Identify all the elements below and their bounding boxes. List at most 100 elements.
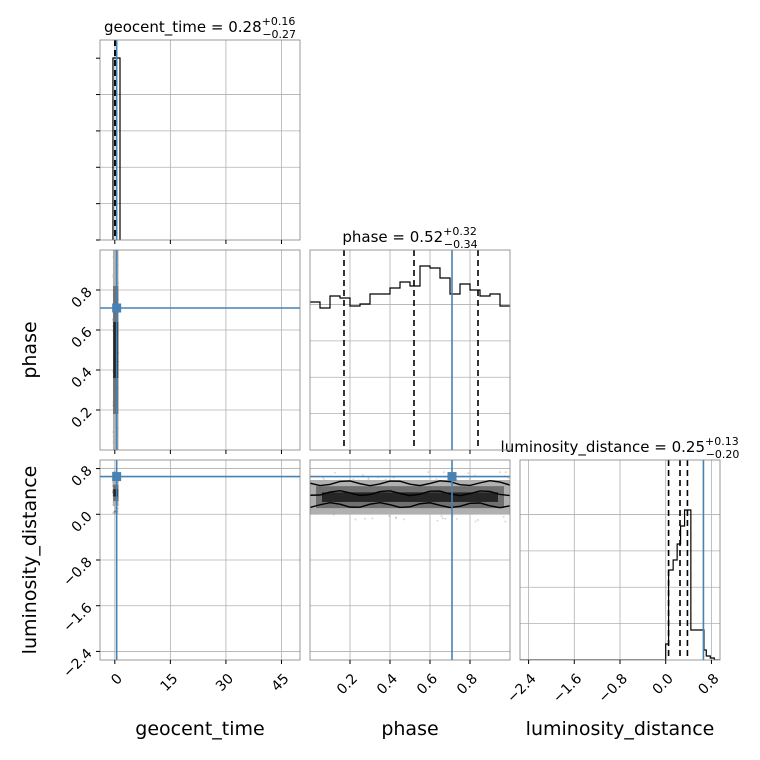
sample-point xyxy=(504,520,507,523)
sample-point xyxy=(367,477,370,480)
sample-point xyxy=(117,507,120,510)
panel-title: geocent_time = 0.28+0.16 −0.27 xyxy=(104,15,296,41)
sample-point xyxy=(111,511,114,514)
panel-luminosity_distance-vs-phase: 0.2 0.4 0.6 0.8 xyxy=(309,459,511,698)
x-tick-label: 45 xyxy=(269,671,293,695)
sample-point xyxy=(384,478,387,481)
sample-point xyxy=(115,455,117,457)
x-tick-label: 0.8 xyxy=(695,671,722,698)
y-tick-label: −1.6 xyxy=(60,600,95,635)
panel-title: phase = 0.52+0.32 −0.34 xyxy=(342,225,477,251)
title-minus-error: −0.27 xyxy=(262,28,296,41)
y-tick-label: 0.6 xyxy=(69,324,96,351)
y-axis-label: luminosity_distance xyxy=(19,466,41,655)
axis-labels: geocent_time phase luminosity_distancephas… xyxy=(19,321,714,740)
sample-point xyxy=(114,248,116,250)
truth-marker xyxy=(112,472,122,482)
panel-content xyxy=(310,250,510,450)
x-tick-label: −0.8 xyxy=(596,671,631,706)
panel-title: luminosity_distance = 0.25+0.13 −0.20 xyxy=(501,435,740,461)
y-tick-label: 0.4 xyxy=(69,364,96,391)
title-minus-error: −0.20 xyxy=(706,448,740,461)
panel-content xyxy=(310,460,510,660)
title-main: luminosity_distance = 0.25 xyxy=(501,438,705,457)
x-tick-label: 0.6 xyxy=(414,671,441,698)
x-tick-label: 0.0 xyxy=(650,671,677,698)
panel-titles: geocent_time = 0.28+0.16 −0.27 phase = 0.5… xyxy=(104,15,740,461)
sample-point xyxy=(498,471,501,474)
panel-phase-vs-phase xyxy=(309,249,511,454)
panel-phase-vs-geocent_time: 0.2 0.4 0.6 0.8 xyxy=(69,246,301,457)
sample-point xyxy=(395,516,398,519)
sample-point xyxy=(455,517,458,520)
panel-luminosity_distance-vs-luminosity_distance: −2.4 −1.6 −0.8 0.0 0.8 xyxy=(504,459,722,706)
sample-point xyxy=(112,455,114,457)
y-tick-label: −2.4 xyxy=(60,646,95,681)
sample-point xyxy=(436,519,439,522)
sample-point xyxy=(364,517,367,520)
sample-point xyxy=(115,246,117,248)
x-axis-label: geocent_time xyxy=(135,718,264,740)
x-tick-label: 0.2 xyxy=(334,671,361,698)
panel-frame xyxy=(309,459,511,661)
y-tick-label: −0.8 xyxy=(60,554,95,589)
sample-point xyxy=(115,455,117,457)
x-tick-label: −2.4 xyxy=(504,671,539,706)
density-core xyxy=(322,492,498,502)
y-tick-label: 0.8 xyxy=(69,463,96,490)
sample-point xyxy=(468,477,471,480)
sample-point xyxy=(113,510,116,513)
x-axis-label: luminosity_distance xyxy=(526,718,715,740)
title-plus-error: +0.16 xyxy=(262,15,296,28)
sample-point xyxy=(114,246,116,248)
sample-point xyxy=(467,472,470,475)
sample-point xyxy=(477,518,480,521)
y-tick-label: 0.8 xyxy=(69,284,96,311)
x-tick-label: −1.6 xyxy=(550,671,585,706)
y-tick-label: 0.2 xyxy=(69,404,96,431)
sample-point xyxy=(441,517,444,520)
sample-point xyxy=(112,246,114,248)
x-tick-label: 0.8 xyxy=(454,671,481,698)
sample-point xyxy=(322,477,325,480)
title-plus-error: +0.13 xyxy=(705,435,739,448)
title-main: phase = 0.52 xyxy=(342,228,443,246)
sample-point xyxy=(113,510,116,513)
sample-point xyxy=(117,450,119,452)
title-minus-error: −0.34 xyxy=(444,238,478,251)
title-plus-error: +0.32 xyxy=(443,225,477,238)
sample-point xyxy=(333,471,336,474)
y-axis-label: phase xyxy=(19,321,41,378)
x-tick-label: 0.4 xyxy=(374,671,401,698)
contour-line xyxy=(310,501,510,509)
panel-geocent_time-vs-geocent_time xyxy=(96,39,301,244)
sample-point xyxy=(352,478,355,481)
density-core xyxy=(113,322,119,378)
sample-point xyxy=(444,517,447,520)
sample-point xyxy=(113,512,116,515)
x-axis-label: phase xyxy=(381,718,438,740)
sample-point xyxy=(113,511,116,514)
panel-content xyxy=(100,460,300,660)
x-tick-label: 0 xyxy=(108,671,126,689)
panel-frame xyxy=(99,249,301,451)
panel-luminosity_distance-vs-geocent_time: 0 15 30 45 −2.4 −1.6 −0.8 0.0 0.8 xyxy=(60,459,301,695)
sample-point xyxy=(427,471,430,474)
sample-point xyxy=(354,518,357,521)
sample-point xyxy=(114,247,116,249)
contour-line xyxy=(310,489,510,497)
panel-frame xyxy=(309,249,511,451)
sample-point xyxy=(113,454,115,456)
truth-marker xyxy=(447,472,457,482)
sample-point xyxy=(114,509,117,512)
panel-content xyxy=(100,246,300,457)
sample-point xyxy=(474,520,477,523)
x-tick-label: 30 xyxy=(213,671,237,695)
x-tick-label: 15 xyxy=(157,671,181,695)
sample-point xyxy=(502,515,505,518)
density-core xyxy=(113,489,119,497)
y-tick-label: 0.0 xyxy=(69,509,96,536)
histogram-step xyxy=(310,265,510,309)
truth-marker xyxy=(112,303,122,313)
